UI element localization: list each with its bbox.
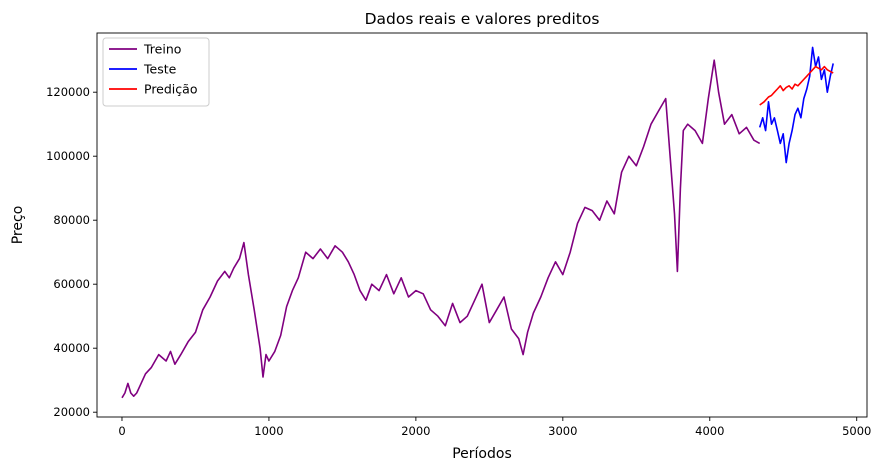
y-tick-label: 20000 xyxy=(53,405,90,419)
y-tick-label: 100000 xyxy=(46,149,90,163)
x-tick-label: 0 xyxy=(118,424,125,438)
legend: Treino Teste Predição xyxy=(102,37,210,107)
x-axis: 0 1000 2000 3000 4000 5000 xyxy=(118,417,871,438)
y-axis-title: Preço xyxy=(10,206,26,245)
y-tick-label: 80000 xyxy=(53,213,90,227)
legend-label-2: Predição xyxy=(144,82,197,97)
y-tick-label: 120000 xyxy=(46,85,90,99)
x-tick-label: 2000 xyxy=(401,424,430,438)
series-line-1 xyxy=(758,46,834,164)
series-layer xyxy=(121,46,834,399)
x-tick-label: 3000 xyxy=(548,424,577,438)
y-tick-label: 60000 xyxy=(53,277,90,291)
legend-label-1: Teste xyxy=(143,62,177,77)
plot-area-frame xyxy=(96,32,868,418)
series-line-2 xyxy=(759,65,834,106)
x-tick-label: 4000 xyxy=(695,424,724,438)
x-tick-label: 5000 xyxy=(842,424,871,438)
chart-title: Dados reais e valores preditos xyxy=(365,10,600,28)
y-tick-label: 40000 xyxy=(53,341,90,355)
legend-label-0: Treino xyxy=(143,42,181,57)
y-axis: 20000 40000 60000 80000 100000 120000 xyxy=(46,85,97,419)
x-tick-label: 1000 xyxy=(254,424,283,438)
series-line-0 xyxy=(121,59,761,399)
x-axis-title: Períodos xyxy=(452,446,512,462)
